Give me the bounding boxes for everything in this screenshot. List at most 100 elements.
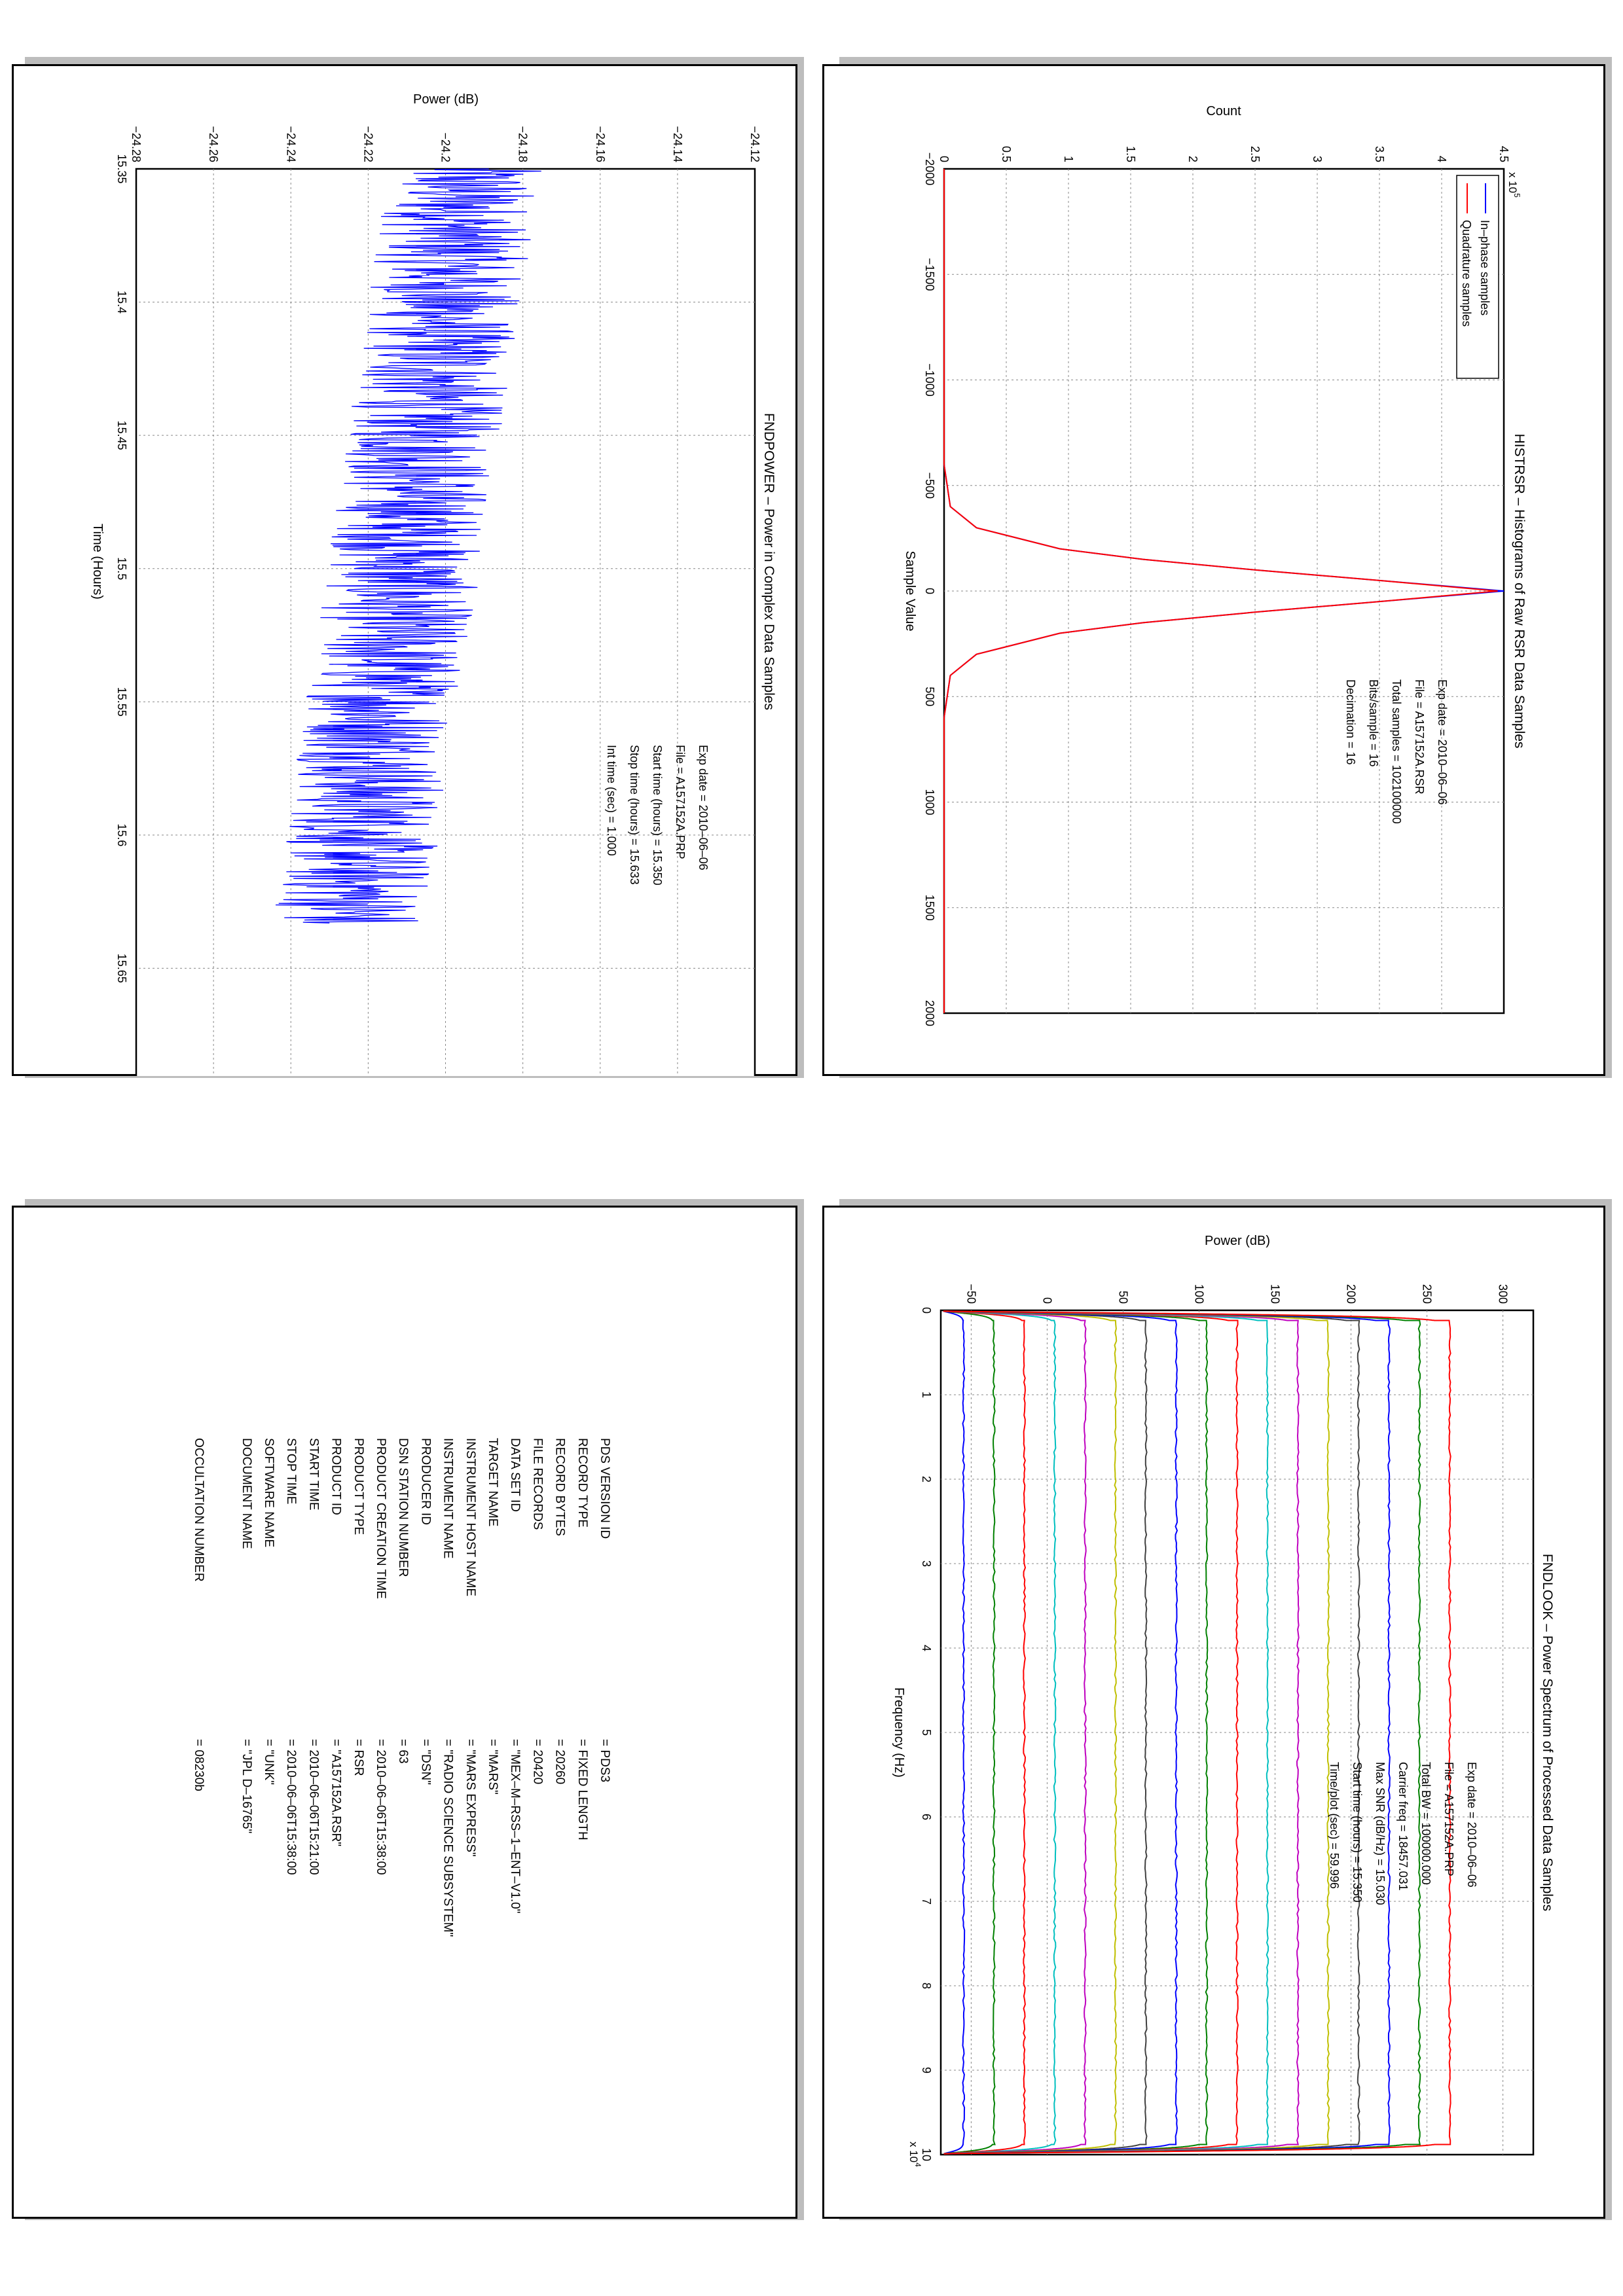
histogram-xtick-label: −1000	[923, 363, 936, 397]
histogram-xtick-label: −1500	[923, 258, 936, 291]
spectrum-ylabel: Power (dB)	[1205, 1234, 1270, 1248]
power-series-line	[275, 168, 541, 924]
spectrum-series-line	[943, 1310, 996, 2155]
annotation-exp-date: Exp date = 2010–06–06	[1436, 679, 1449, 805]
spectrum-x-multiplier: x 104	[907, 2142, 922, 2167]
label-row-key: DSN STATION NUMBER	[396, 1438, 410, 1577]
label-row-key: PRODUCER ID	[418, 1438, 432, 1525]
spectrum-xtick-label: 5	[920, 1729, 933, 1736]
label-row-value: = "MEX–M–RSS–1–ENT–V1.0"	[508, 1739, 522, 1913]
spectrum-series-line	[943, 1310, 1330, 2155]
label-row-value: = "MARS"	[486, 1739, 500, 1795]
power-xtick-label: 15.65	[115, 954, 128, 983]
histogram-annotations: Exp date = 2010–06–06 File = A157152A.RS…	[1344, 679, 1449, 824]
legend-label-inphase: In–phase samples	[1478, 220, 1491, 315]
spectrum-ytick-label: 250	[1421, 1284, 1434, 1304]
spectrum-ytick-label: 300	[1497, 1284, 1510, 1304]
spectrum-ytick-label: 100	[1192, 1284, 1205, 1304]
occultation-key: OCCULTATION NUMBER	[192, 1438, 206, 1582]
power-annotations: Exp date = 2010–06–06 File = A157152A.PR…	[605, 745, 710, 886]
histogram-y-multiplier: x 105	[1506, 172, 1522, 198]
power-title: FNDPOWER – Power in Complex Data Samples	[761, 413, 776, 710]
annotation-total-bw: Total BW = 100000.000	[1419, 1762, 1432, 1885]
annotation-time-plot: Time/plot (sec) = 59.996	[1328, 1762, 1341, 1889]
label-row-value: = "UNK"	[262, 1739, 276, 1785]
spectrum-series-line	[943, 1310, 1118, 2155]
power-xtick-label: 15.5	[115, 557, 128, 580]
histogram-ytick-label: 4	[1435, 156, 1448, 162]
label-row-value: = 20260	[553, 1739, 567, 1784]
label-row-key: DOCUMENT NAME	[240, 1438, 253, 1549]
annotation-stop-time: Stop time (hours) = 15.633	[628, 745, 641, 885]
power-xlabel: Time (Hours)	[90, 524, 105, 600]
spectrum-xtick-label: 9	[920, 2067, 933, 2073]
histogram-xtick-label: 1500	[923, 895, 936, 921]
spectrum-xlabel: Frequency (Hz)	[892, 1687, 906, 1778]
label-row-key: PRODUCT TYPE	[352, 1438, 365, 1535]
spectrum-xtick-label: 10	[920, 2148, 933, 2161]
label-row-value: = RSR	[352, 1739, 365, 1776]
label-row-key: RECORD TYPE	[575, 1438, 589, 1528]
power-ytick-label: −24.28	[130, 126, 143, 162]
label-row-key: INSTRUMENT HOST NAME	[464, 1438, 477, 1596]
spectrum-xtick-label: 8	[920, 1982, 933, 1989]
spectrum-series-line	[943, 1310, 1027, 2155]
annotation-exp-date: Exp date = 2010–06–06	[697, 745, 710, 870]
spectrum-ytick-label: 0	[1040, 1297, 1053, 1304]
label-row-value: = "JPL D–16765"	[240, 1739, 253, 1833]
spectrum-ytick-label: 150	[1269, 1284, 1282, 1304]
histogram-legend: In–phase samples Quadrature samples	[1456, 175, 1499, 379]
power-ytick-label: −24.18	[517, 126, 530, 162]
histogram-ylabel: Count	[1206, 104, 1241, 118]
histogram-ytick-label: 0.5	[1000, 146, 1013, 162]
histogram-xtick-label: −500	[923, 472, 936, 499]
spectrum-series-line	[943, 1310, 1421, 2155]
annotation-file: File = A157152A.PRP	[1442, 1762, 1455, 1876]
label-row-key: STOP TIME	[284, 1438, 298, 1504]
label-row-value: = 63	[396, 1739, 410, 1764]
label-row-key: FILE RECORDS	[530, 1438, 544, 1530]
histogram-ytick-label: 0	[938, 156, 951, 162]
spectrum-series-line	[943, 1310, 1451, 2155]
power-ytick-label: −24.16	[594, 126, 607, 162]
power-ytick-label: −24.22	[361, 126, 374, 162]
occultation-value: = 08230b	[192, 1739, 206, 1791]
histogram-ytick-label: 3.5	[1373, 146, 1386, 162]
histogram-xlabel: Sample Value	[903, 550, 917, 631]
power-xtick-label: 15.35	[115, 154, 128, 183]
power-xtick-label: 15.4	[115, 291, 128, 314]
spectrum-xtick-label: 0	[920, 1307, 933, 1314]
label-row-value: = "RADIO SCIENCE SUBSYSTEM"	[441, 1739, 455, 1937]
annotation-file: File = A157152A.RSR	[1413, 679, 1426, 795]
annotation-max-snr: Max SNR (dB/Hz) = 15.030	[1374, 1762, 1387, 1905]
label-row-value: = 2010–06–06T15:38:00	[374, 1739, 388, 1875]
label-row-value: = "A157152A.RSR"	[329, 1739, 343, 1846]
histogram-title: HISTRSR – Histograms of Raw RSR Data Sam…	[1512, 434, 1527, 749]
histogram-xtick-label: −2000	[923, 152, 936, 186]
annotation-start-time: Start time (hours) = 15.350	[1351, 1762, 1364, 1903]
label-row-value: = 2010–06–06T15:38:00	[284, 1739, 298, 1875]
power-chart: 15.3515.415.4515.515.5515.615.6515.7−24.…	[90, 92, 776, 1076]
spectrum-series-line	[943, 1310, 1300, 2155]
label-row-key: TARGET NAME	[486, 1438, 500, 1526]
power-xtick-label: 15.45	[115, 421, 128, 450]
spectrum-xtick-label: 7	[920, 1898, 933, 1905]
histogram-xtick-label: 500	[923, 687, 936, 706]
power-ylabel: Power (dB)	[413, 92, 479, 107]
spectrum-annotations: Exp date = 2010–06–06 File = A157152A.PR…	[1328, 1762, 1478, 1905]
spectrum-series-line	[943, 1310, 1087, 2155]
spectrum-series-line	[943, 1310, 1209, 2155]
label-row-key: DATA SET ID	[508, 1438, 522, 1512]
label-table: PDS VERSION ID = PDS3 RECORD TYPE = FIXED L…	[192, 1438, 611, 1937]
spectrum-xtick-label: 3	[920, 1560, 933, 1567]
spectrum-series-line	[943, 1310, 1269, 2155]
legend-label-quadrature: Quadrature samples	[1460, 220, 1473, 327]
annotation-file: File = A157152A.PRP	[674, 745, 687, 859]
power-xtick-label: 15.6	[115, 823, 128, 846]
label-row-value: = "DSN"	[418, 1739, 432, 1785]
spectrum-xtick-label: 4	[920, 1645, 933, 1651]
label-row-key: RECORD BYTES	[553, 1438, 567, 1536]
spectrum-xtick-label: 2	[920, 1476, 933, 1482]
annotation-carrier-freq: Carrier freq = 18457.031	[1396, 1762, 1410, 1891]
label-row-key: START TIME	[306, 1438, 320, 1511]
